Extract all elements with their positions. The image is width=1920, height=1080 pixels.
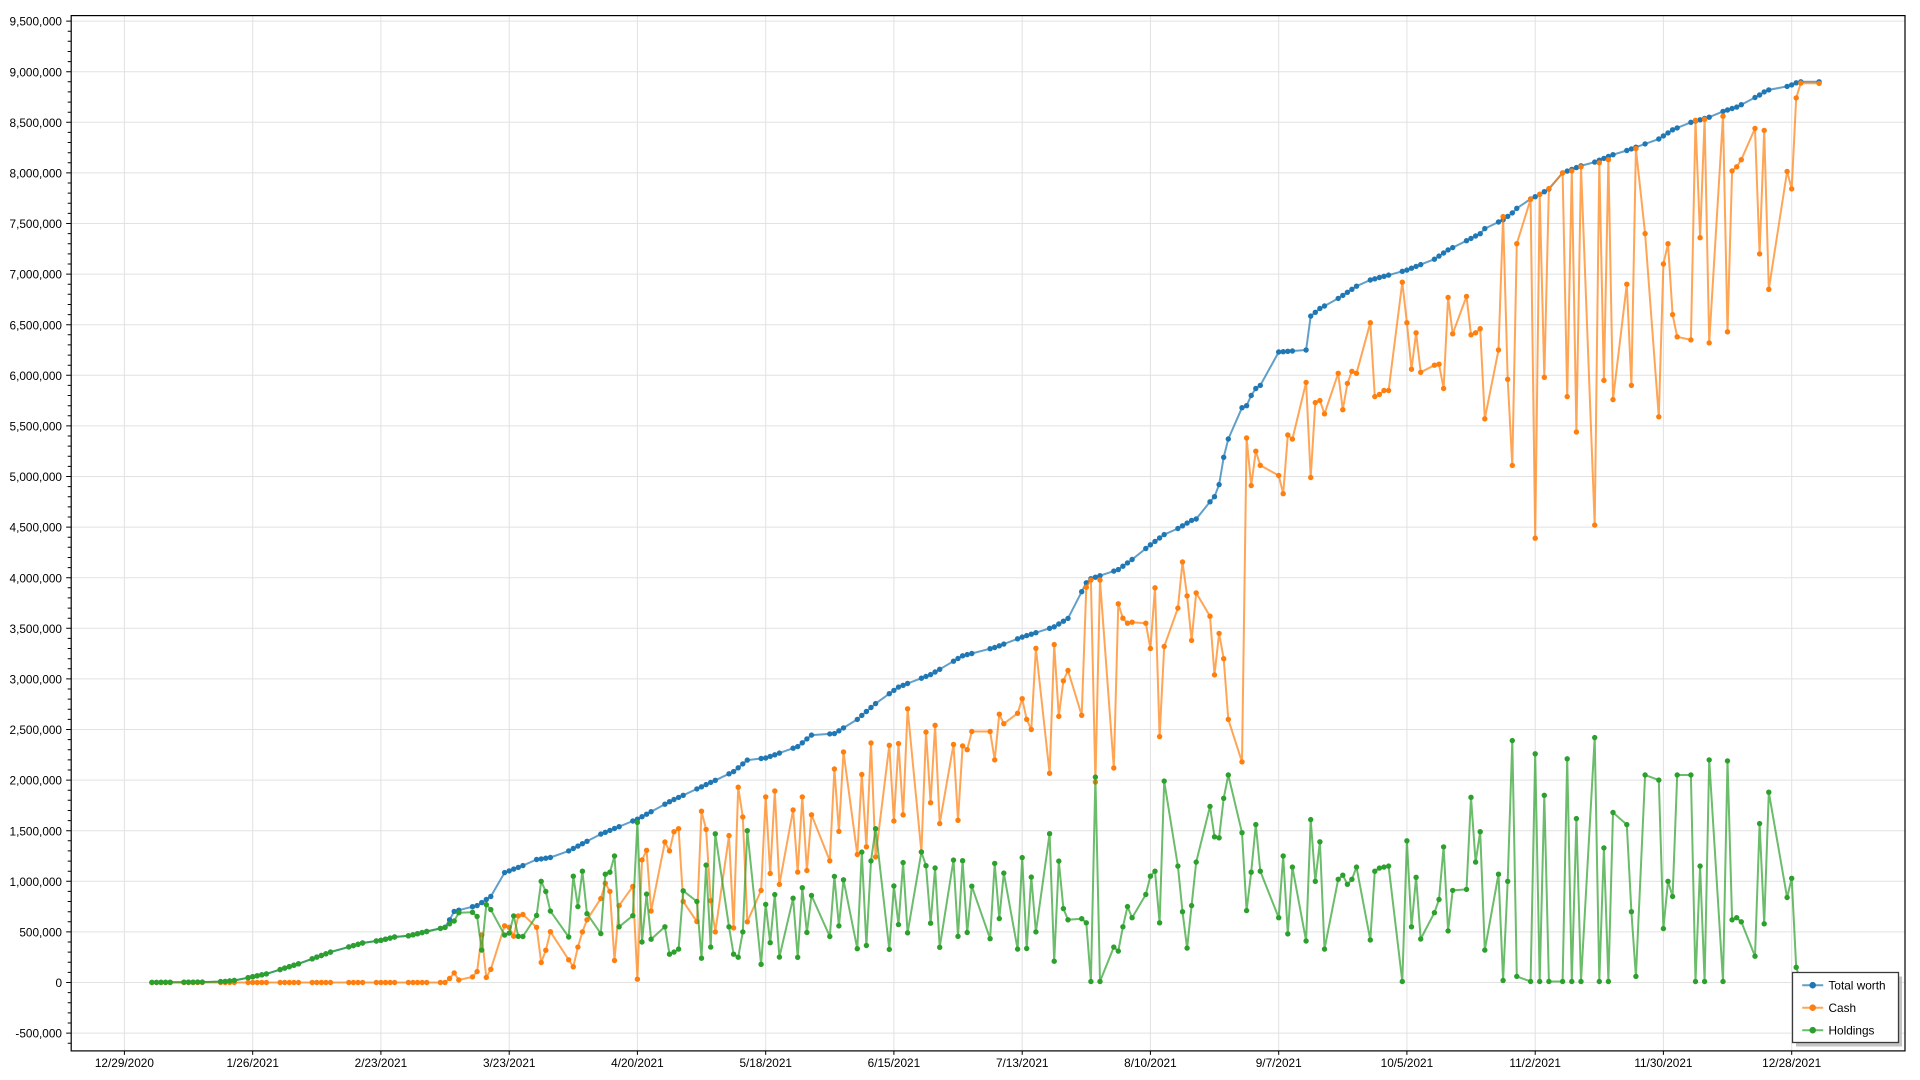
svg-text:11/2/2021: 11/2/2021 bbox=[1509, 1056, 1561, 1070]
svg-text:0: 0 bbox=[55, 976, 62, 990]
svg-text:6,500,000: 6,500,000 bbox=[10, 318, 63, 332]
svg-text:2,500,000: 2,500,000 bbox=[10, 723, 63, 737]
svg-text:9/7/2021: 9/7/2021 bbox=[1256, 1056, 1302, 1070]
svg-text:10/5/2021: 10/5/2021 bbox=[1381, 1056, 1433, 1070]
svg-text:3,500,000: 3,500,000 bbox=[10, 622, 63, 636]
svg-text:5,000,000: 5,000,000 bbox=[10, 470, 63, 484]
svg-text:Cash: Cash bbox=[1829, 1001, 1857, 1015]
svg-text:9,000,000: 9,000,000 bbox=[10, 65, 63, 79]
svg-text:4,000,000: 4,000,000 bbox=[10, 571, 63, 585]
svg-text:7,500,000: 7,500,000 bbox=[10, 217, 63, 231]
svg-text:12/29/2020: 12/29/2020 bbox=[95, 1056, 154, 1070]
svg-text:1,000,000: 1,000,000 bbox=[10, 875, 63, 889]
svg-text:7,000,000: 7,000,000 bbox=[10, 268, 63, 282]
svg-text:5,500,000: 5,500,000 bbox=[10, 420, 63, 434]
svg-text:-500,000: -500,000 bbox=[15, 1027, 62, 1041]
svg-text:2,000,000: 2,000,000 bbox=[10, 774, 63, 788]
svg-text:4,500,000: 4,500,000 bbox=[10, 521, 63, 535]
svg-text:2/23/2021: 2/23/2021 bbox=[355, 1056, 407, 1070]
svg-text:500,000: 500,000 bbox=[19, 926, 62, 940]
svg-text:Holdings: Holdings bbox=[1829, 1023, 1875, 1037]
svg-text:8,000,000: 8,000,000 bbox=[10, 167, 63, 181]
svg-text:12/28/2021: 12/28/2021 bbox=[1762, 1056, 1821, 1070]
svg-text:3/23/2021: 3/23/2021 bbox=[483, 1056, 535, 1070]
svg-text:6/15/2021: 6/15/2021 bbox=[868, 1056, 920, 1070]
svg-text:Total worth: Total worth bbox=[1829, 978, 1886, 992]
svg-text:11/30/2021: 11/30/2021 bbox=[1634, 1056, 1692, 1070]
svg-text:4/20/2021: 4/20/2021 bbox=[611, 1056, 663, 1070]
svg-text:5/18/2021: 5/18/2021 bbox=[739, 1056, 791, 1070]
svg-text:3,000,000: 3,000,000 bbox=[10, 673, 63, 687]
svg-text:8,500,000: 8,500,000 bbox=[10, 116, 63, 130]
svg-text:8/10/2021: 8/10/2021 bbox=[1124, 1056, 1176, 1070]
svg-text:7/13/2021: 7/13/2021 bbox=[996, 1056, 1048, 1070]
svg-text:9,500,000: 9,500,000 bbox=[10, 15, 63, 29]
svg-text:1/26/2021: 1/26/2021 bbox=[226, 1056, 278, 1070]
svg-text:6,000,000: 6,000,000 bbox=[10, 369, 63, 383]
svg-text:1,500,000: 1,500,000 bbox=[10, 824, 63, 838]
